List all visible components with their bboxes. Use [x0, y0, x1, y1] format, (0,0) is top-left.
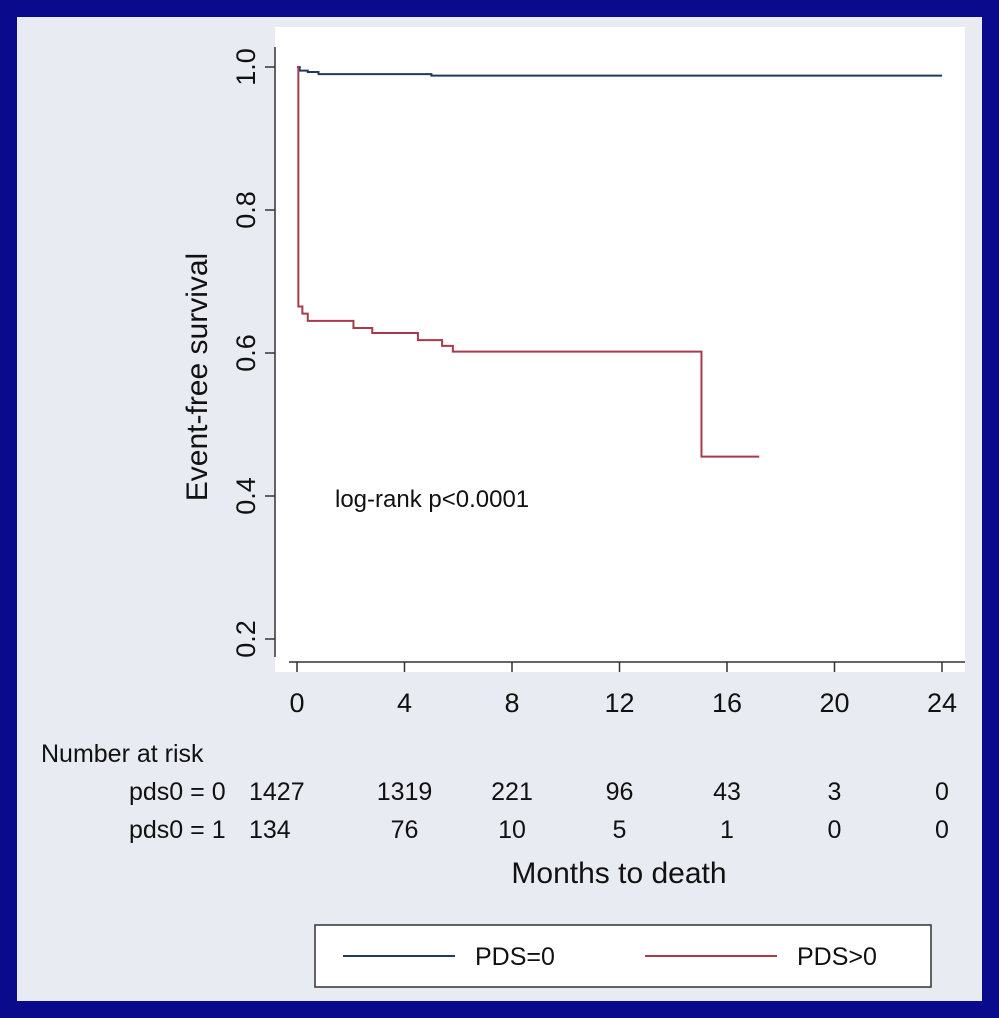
series-line-0 — [297, 66, 942, 77]
annotation-logrank: log-rank p<0.0001 — [335, 486, 529, 513]
x-axis-label: Months to death — [511, 857, 726, 890]
series-line-1 — [297, 66, 760, 458]
risk-value-1-1: 76 — [391, 816, 419, 844]
risk-value-1-5: 0 — [828, 816, 842, 844]
legend: PDS=0 PDS>0 — [314, 924, 932, 988]
risk-value-0-2: 221 — [491, 778, 533, 806]
chart-panel: 0.2 0.4 0.6 0.8 1.0 0 4 8 12 16 20 24 Event-free s… — [17, 17, 982, 1001]
y-axis-label: Event-free survival — [181, 253, 214, 501]
legend-label-pds0: PDS=0 — [475, 943, 555, 971]
y-tick-label-2: 0.6 — [231, 334, 261, 372]
y-tick-label-4: 1.0 — [231, 48, 261, 86]
x-tick-label-4: 16 — [712, 688, 742, 718]
legend-label-pds-pos: PDS>0 — [797, 943, 877, 971]
x-axis: 0 4 8 12 16 20 24 — [289, 661, 965, 718]
y-axis: 0.2 0.4 0.6 0.8 1.0 — [231, 47, 276, 658]
risk-value-1-3: 5 — [613, 816, 627, 844]
risk-value-1-6: 0 — [935, 816, 949, 844]
series-group — [297, 66, 942, 458]
x-tick-label-3: 12 — [604, 688, 634, 718]
risk-value-0-5: 3 — [828, 778, 842, 806]
x-tick-label-6: 24 — [927, 688, 957, 718]
plot-area — [275, 27, 965, 672]
risk-table-title: Number at risk — [41, 740, 204, 768]
x-tick-label-5: 20 — [819, 688, 849, 718]
risk-value-0-0: 1427 — [249, 778, 305, 806]
risk-row-label-0: pds0 = 0 — [129, 778, 226, 806]
risk-value-1-4: 1 — [720, 816, 734, 844]
survival-chart: 0.2 0.4 0.6 0.8 1.0 0 4 8 12 16 20 24 Event-free s… — [41, 27, 965, 988]
risk-value-0-1: 1319 — [377, 778, 433, 806]
y-tick-label-0: 0.2 — [231, 620, 261, 658]
x-tick-label-0: 0 — [289, 688, 304, 718]
risk-row-label-1: pds0 = 1 — [129, 816, 226, 844]
y-tick-label-3: 0.8 — [231, 191, 261, 229]
risk-value-0-4: 43 — [713, 778, 741, 806]
risk-value-1-2: 10 — [498, 816, 526, 844]
y-tick-label-1: 0.4 — [231, 477, 261, 515]
risk-value-0-6: 0 — [935, 778, 949, 806]
x-tick-label-1: 4 — [397, 688, 412, 718]
risk-value-1-0: 134 — [249, 816, 291, 844]
x-tick-label-2: 8 — [504, 688, 519, 718]
risk-value-0-3: 96 — [606, 778, 634, 806]
